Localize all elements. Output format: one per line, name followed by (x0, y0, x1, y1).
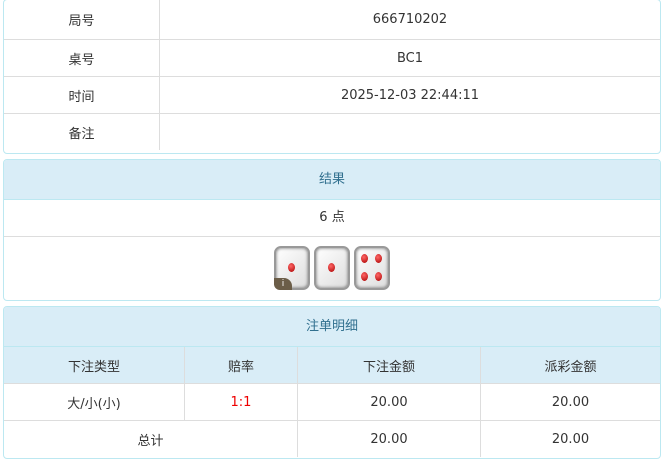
bet-details-panel: 注单明细 下注类型 赔率 下注金额 派彩金额 大/小(小) 1:1 20.00 … (3, 306, 661, 459)
label: 桌号 (4, 39, 160, 77)
table-row: 时间 2025-12-03 22:44:11 (4, 76, 660, 114)
header-odds: 赔率 (184, 347, 298, 384)
result-panel: 结果 6 点 i (3, 159, 661, 301)
header-amount: 下注金额 (297, 347, 481, 384)
result-title: 结果 (4, 160, 660, 200)
total-label: 总计 (4, 420, 298, 457)
bet-amount: 20.00 (297, 383, 481, 421)
total-amount: 20.00 (297, 420, 481, 457)
value: BC1 (159, 39, 660, 77)
die-4 (354, 246, 390, 290)
value (159, 113, 660, 150)
round-info-panel: 局号 666710202 桌号 BC1 时间 2025-12-03 22:44:11 … (3, 0, 661, 154)
table-row: 大/小(小) 1:1 20.00 20.00 (4, 383, 660, 421)
total-row: 总计 20.00 20.00 (4, 420, 660, 457)
result-points: 6 点 (4, 200, 660, 237)
value: 2025-12-03 22:44:11 (159, 76, 660, 114)
table-row: 局号 666710202 (4, 0, 660, 40)
dice-row: i (4, 237, 660, 290)
payout: 20.00 (480, 383, 660, 421)
table-row: 桌号 BC1 (4, 39, 660, 77)
table-row: 备注 (4, 113, 660, 150)
table-header: 下注类型 赔率 下注金额 派彩金额 (4, 347, 660, 384)
header-type: 下注类型 (4, 347, 185, 384)
value: 666710202 (159, 0, 660, 40)
total-payout: 20.00 (480, 420, 660, 457)
bet-type: 大/小(小) (4, 383, 185, 421)
info-icon[interactable]: i (274, 278, 292, 290)
label: 时间 (4, 76, 160, 114)
die-1 (314, 246, 350, 290)
die-1: i (274, 246, 310, 290)
header-payout: 派彩金额 (480, 347, 660, 384)
label: 局号 (4, 0, 160, 40)
bet-details-title: 注单明细 (4, 307, 660, 347)
label: 备注 (4, 113, 160, 150)
odds: 1:1 (184, 383, 298, 421)
